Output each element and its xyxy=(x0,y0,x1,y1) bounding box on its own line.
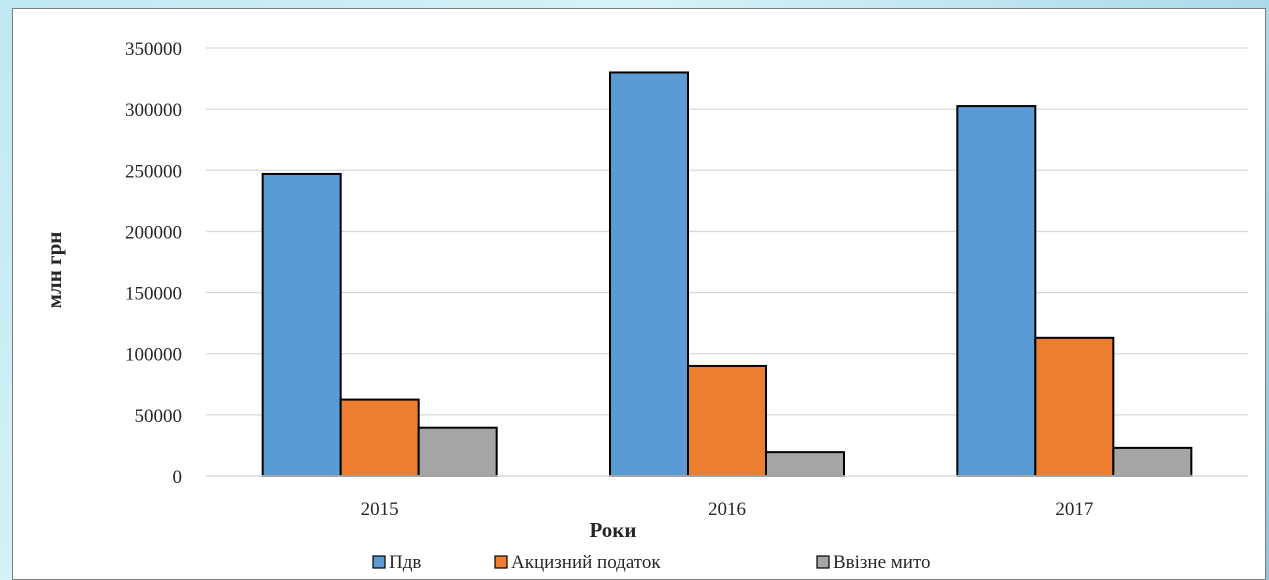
y-tick-label: 150000 xyxy=(125,284,182,305)
bar-ввізне-мито-2015 xyxy=(417,426,498,477)
legend-swatch xyxy=(372,555,386,569)
y-tick-label: 350000 xyxy=(125,39,182,60)
y-tick-label: 0 xyxy=(173,467,183,488)
y-tick-label: 250000 xyxy=(125,161,182,182)
bar-ввізне-мито-2016 xyxy=(765,451,845,478)
x-tick-label: 2015 xyxy=(361,499,399,520)
y-tick-label: 100000 xyxy=(125,345,182,366)
x-tick-label: 2016 xyxy=(708,499,746,520)
bar-акцизний-податок-2015 xyxy=(339,398,420,478)
legend-swatch xyxy=(494,555,508,569)
legend: Пдв Акцизний податок Ввізне мито xyxy=(372,552,931,573)
y-tick-label: 200000 xyxy=(125,222,182,243)
legend-label: Пдв xyxy=(389,552,421,573)
bar-акцизний-податок-2016 xyxy=(687,364,767,478)
bars xyxy=(261,71,1193,478)
y-tick-label: 300000 xyxy=(125,100,182,121)
y-axis-ticks: 0 50000 100000 150000 200000 250000 300000 3500… xyxy=(125,39,182,488)
bar-пдв-2015 xyxy=(261,172,342,477)
bar-пдв-2016 xyxy=(609,71,689,477)
x-tick-label: 2017 xyxy=(1055,499,1093,520)
legend-swatch xyxy=(816,555,830,569)
y-axis-title: млн грн xyxy=(42,232,66,309)
legend-label: Ввізне мито xyxy=(833,552,931,573)
x-axis-ticks: 2015 2016 2017 xyxy=(361,499,1094,520)
y-tick-label: 50000 xyxy=(135,406,183,427)
bar-ввізне-мито-2017 xyxy=(1112,446,1193,478)
x-axis-title: Роки xyxy=(589,518,636,542)
bar-акцизний-податок-2017 xyxy=(1034,336,1115,477)
bar-пдв-2017 xyxy=(956,105,1037,477)
legend-label: Акцизний податок xyxy=(511,552,661,573)
